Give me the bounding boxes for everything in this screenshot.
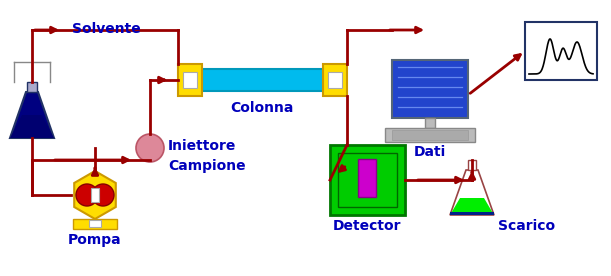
FancyBboxPatch shape <box>330 145 405 215</box>
Circle shape <box>92 184 114 206</box>
Polygon shape <box>10 92 54 138</box>
FancyBboxPatch shape <box>73 219 117 229</box>
FancyBboxPatch shape <box>178 64 202 96</box>
FancyBboxPatch shape <box>323 64 347 96</box>
FancyBboxPatch shape <box>91 188 99 202</box>
Text: Campione: Campione <box>168 159 246 173</box>
Polygon shape <box>450 212 494 215</box>
Polygon shape <box>450 198 494 215</box>
Text: Iniettore: Iniettore <box>168 139 236 153</box>
FancyBboxPatch shape <box>392 130 468 140</box>
Text: Pompa: Pompa <box>68 233 122 247</box>
Circle shape <box>76 184 98 206</box>
Text: Dati: Dati <box>414 145 446 159</box>
FancyBboxPatch shape <box>392 60 468 118</box>
FancyBboxPatch shape <box>525 22 597 80</box>
Text: Scarico: Scarico <box>498 219 555 233</box>
FancyBboxPatch shape <box>183 72 197 88</box>
FancyBboxPatch shape <box>202 69 323 91</box>
Circle shape <box>136 134 164 162</box>
FancyBboxPatch shape <box>385 128 475 142</box>
Polygon shape <box>468 160 476 170</box>
FancyBboxPatch shape <box>338 153 397 207</box>
Polygon shape <box>74 171 116 219</box>
Text: Colonna: Colonna <box>230 101 294 115</box>
Polygon shape <box>10 115 54 138</box>
FancyBboxPatch shape <box>328 72 342 88</box>
Text: Detector: Detector <box>333 219 401 233</box>
Polygon shape <box>450 170 494 215</box>
FancyBboxPatch shape <box>358 159 376 197</box>
FancyBboxPatch shape <box>89 220 101 227</box>
FancyBboxPatch shape <box>425 118 435 128</box>
Text: Solvente: Solvente <box>72 22 141 36</box>
Polygon shape <box>27 82 37 92</box>
